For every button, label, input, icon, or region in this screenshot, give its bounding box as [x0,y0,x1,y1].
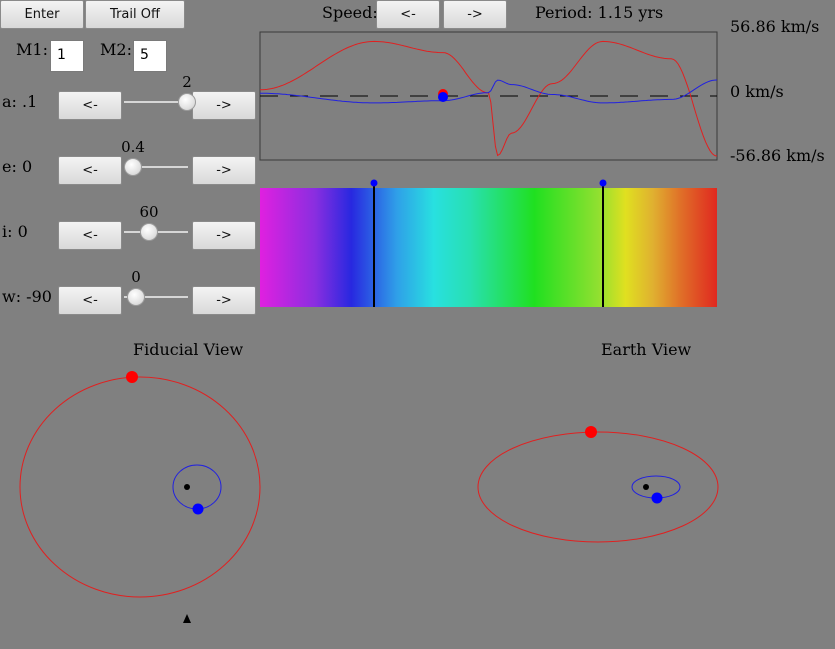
param-i-label: i: 0 [2,222,28,241]
period-readout: Period: 1.15 yrs [535,3,664,22]
param-a-slider-track[interactable] [124,101,188,103]
spectral-line-1-marker [370,179,378,187]
param-w-slider-track[interactable] [124,296,188,298]
star2-velocity-marker [438,92,448,102]
param-e-slider-handle[interactable] [124,158,142,176]
m2-label: M2: [100,40,132,59]
min-velocity-label: -56.86 km/s [730,146,825,165]
param-i-value: 60 [139,203,159,221]
param-a-label: a: .1 [2,92,38,111]
param-e-slider-track[interactable] [124,166,188,168]
earth-direction-arrow-icon [183,614,191,623]
earth-star2-orbit [631,475,681,499]
star1-velocity-marker [438,89,448,99]
param-w-slider-handle[interactable] [127,288,145,306]
earth-star1 [585,426,597,438]
param-w-decrease-button[interactable]: <- [58,286,122,315]
speed-down-button[interactable]: <- [376,0,440,29]
param-w-value: 0 [131,268,141,286]
fiducial-star2 [192,503,204,515]
trail-toggle-button[interactable]: Trail Off [85,0,185,29]
speed-up-button[interactable]: -> [443,0,507,29]
m1-label: M1: [16,40,48,59]
param-w-increase-button[interactable]: -> [192,286,256,315]
param-e-increase-button[interactable]: -> [192,156,256,185]
param-i-decrease-button[interactable]: <- [58,221,122,250]
param-a-decrease-button[interactable]: <- [58,91,122,120]
zero-velocity-label: 0 km/s [730,82,784,101]
star2-velocity-curve [260,79,718,104]
earth-view-title: Earth View [601,340,692,359]
star1-velocity-curve [260,40,718,157]
param-e-label: e: 0 [2,157,33,176]
param-a-slider-handle[interactable] [178,93,196,111]
param-a-value: 2 [182,73,192,91]
fiducial-center-of-mass [184,484,190,490]
param-a-increase-button[interactable]: -> [192,91,256,120]
earth-star2 [651,492,663,504]
m1-input[interactable]: 1 [50,40,84,72]
speed-label: Speed: [322,3,378,22]
max-velocity-label: 56.86 km/s [730,17,820,36]
param-i-slider-handle[interactable] [140,223,158,241]
param-e-value: 0.4 [121,138,145,156]
param-w-label: w: -90 [2,287,52,306]
fiducial-star2-orbit [172,464,222,510]
fiducial-view-title: Fiducial View [133,340,244,359]
enter-button[interactable]: Enter [0,0,84,29]
param-e-decrease-button[interactable]: <- [58,156,122,185]
fiducial-star1-orbit [19,376,261,598]
earth-star1-orbit [477,431,719,543]
m2-input[interactable]: 5 [133,40,167,72]
param-i-increase-button[interactable]: -> [192,221,256,250]
spectral-line-2-marker [599,179,607,187]
spectrum-bar [260,188,717,307]
fiducial-star1 [126,371,138,383]
plot-frame [259,31,718,161]
earth-center-of-mass [643,484,649,490]
